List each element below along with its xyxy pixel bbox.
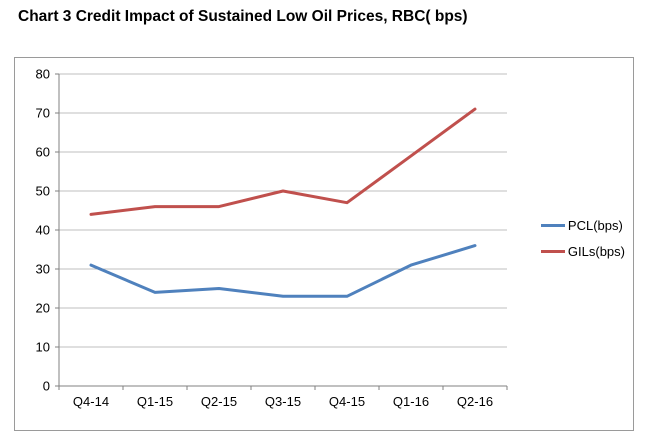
x-tick-label: Q2-15	[201, 394, 237, 409]
chart-legend: PCL(bps) GILs(bps)	[540, 218, 625, 259]
x-tick-label: Q1-16	[393, 394, 429, 409]
y-tick-label: 50	[36, 184, 50, 199]
x-tick-label: Q2-16	[457, 394, 493, 409]
y-tick-label: 40	[36, 223, 50, 238]
x-tick-label: Q4-15	[329, 394, 365, 409]
legend-item-gils: GILs(bps)	[540, 244, 625, 259]
legend-label-pcl: PCL(bps)	[567, 218, 623, 233]
x-tick-label: Q1-15	[137, 394, 173, 409]
series-line-GILs(bps)	[89, 107, 477, 216]
x-tick-label: Q4-14	[73, 394, 109, 409]
y-tick-label: 70	[36, 106, 50, 121]
y-tick-label: 60	[36, 145, 50, 160]
series-line-PCL(bps)	[89, 244, 477, 298]
y-tick-label: 10	[36, 340, 50, 355]
y-tick-label: 80	[36, 67, 50, 82]
legend-item-pcl: PCL(bps)	[540, 218, 625, 233]
y-tick-label: 0	[43, 379, 50, 394]
chart-frame: 0 10 20 30 40 50 60 70 80 Q4-14 Q1-15 Q2-15 Q3-15 Q4-…	[14, 57, 634, 431]
y-tick-label: 30	[36, 262, 50, 277]
pcl-line-swatch	[540, 224, 565, 227]
y-tick-label: 20	[36, 301, 50, 316]
legend-label-gils: GILs(bps)	[567, 244, 625, 259]
x-tick-label: Q3-15	[265, 394, 301, 409]
line-chart-plot: 0 10 20 30 40 50 60 70 80 Q4-14 Q1-15 Q2-15 Q3-15 Q4-…	[36, 67, 508, 409]
gils-line-swatch	[540, 250, 565, 253]
chart-title: Chart 3 Credit Impact of Sustained Low O…	[18, 8, 468, 25]
